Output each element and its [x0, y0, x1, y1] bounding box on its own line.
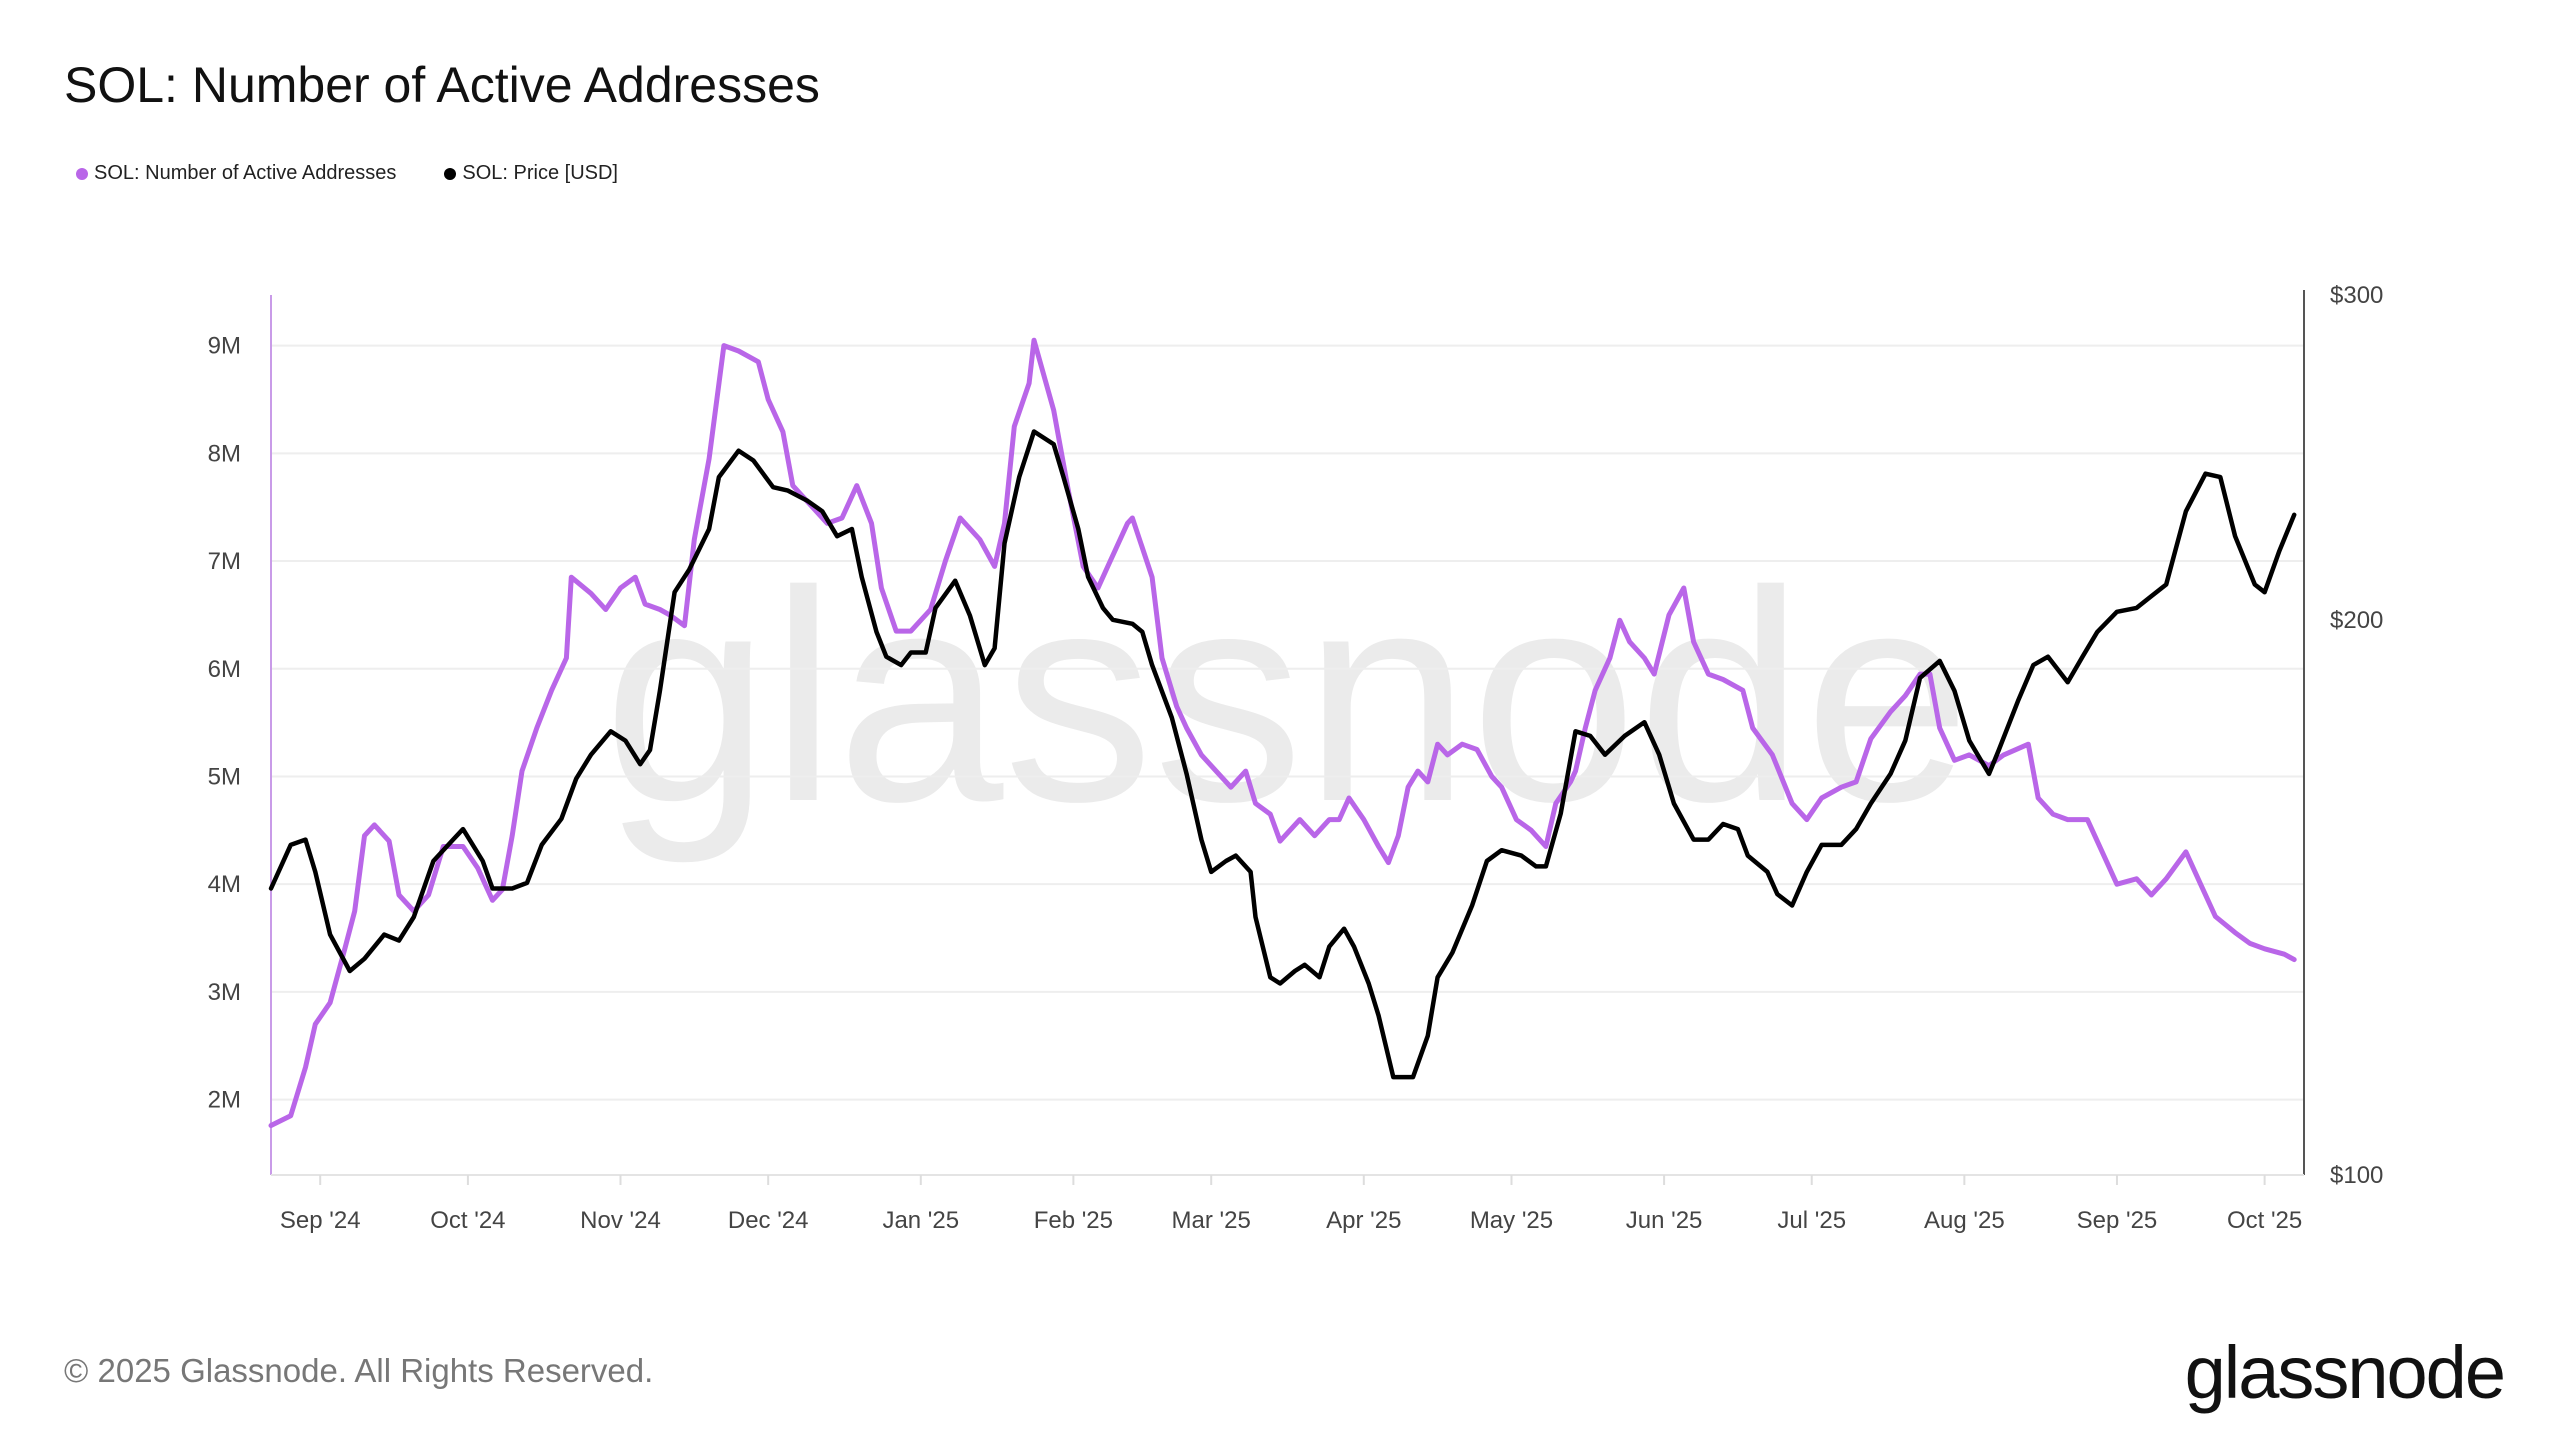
y-left-tick-label: 8M	[208, 440, 241, 467]
series-lines	[268, 337, 2297, 1128]
axes: 2M 3M 4M 5M 6M 7M 8M 9M $100 $200 $300 Sep '24 Oct '…	[208, 282, 2384, 1234]
copyright-notice: © 2025 Glassnode. All Rights Reserved.	[64, 1352, 654, 1389]
y-right-tick-label: $300	[2330, 282, 2383, 309]
x-tick-label: Mar '25	[1172, 1207, 1251, 1234]
legend-label: SOL: Price [USD]	[462, 162, 618, 184]
page-title: SOL: Number of Active Addresses	[64, 57, 820, 113]
y-left-tick-label: 4M	[208, 871, 241, 898]
y-right-tick-label: $100	[2330, 1162, 2383, 1189]
legend-item-price[interactable]: SOL: Price [USD]	[444, 162, 618, 185]
x-tick-label: Oct '25	[2227, 1207, 2302, 1234]
gridlines	[271, 344, 2304, 1101]
y-left-tick-label: 2M	[208, 1087, 241, 1114]
x-tick-label: Jun '25	[1626, 1207, 1703, 1234]
active-addresses-line	[268, 337, 2297, 1128]
legend-label: SOL: Number of Active Addresses	[94, 162, 397, 184]
x-tick-label: Dec '24	[728, 1207, 809, 1234]
x-tick-label: May '25	[1470, 1207, 1553, 1234]
watermark: glassnode	[603, 528, 1971, 866]
legend-marker-price	[444, 167, 457, 180]
glassnode-logo: glassnode	[2184, 1331, 2506, 1414]
y-left-tick-label: 7M	[208, 548, 241, 575]
x-tick-label: Jan '25	[882, 1207, 959, 1234]
chart-legend: SOL: Number of Active Addresses SOL: Pri…	[76, 162, 618, 185]
y-left-tick-label: 5M	[208, 763, 241, 790]
x-tick-label: Jul '25	[1777, 1207, 1846, 1234]
y-left-tick-label: 3M	[208, 979, 241, 1006]
y-left-tick-label: 9M	[208, 333, 241, 360]
x-tick-label: Oct '24	[430, 1207, 505, 1234]
x-tick-label: Aug '25	[1924, 1207, 2005, 1234]
y-right-tick-label: $200	[2330, 607, 2383, 634]
x-tick-label: Nov '24	[580, 1207, 661, 1234]
legend-marker-active-addresses	[76, 167, 88, 180]
price-line	[268, 429, 2297, 1080]
x-tick-label: Apr '25	[1326, 1207, 1401, 1234]
y-left-tick-label: 6M	[208, 656, 241, 683]
x-tick-label: Feb '25	[1034, 1207, 1113, 1234]
x-tick-label: Sep '24	[280, 1207, 361, 1234]
x-tick-label: Sep '25	[2077, 1207, 2158, 1234]
legend-item-active-addresses[interactable]: SOL: Number of Active Addresses	[76, 162, 396, 185]
